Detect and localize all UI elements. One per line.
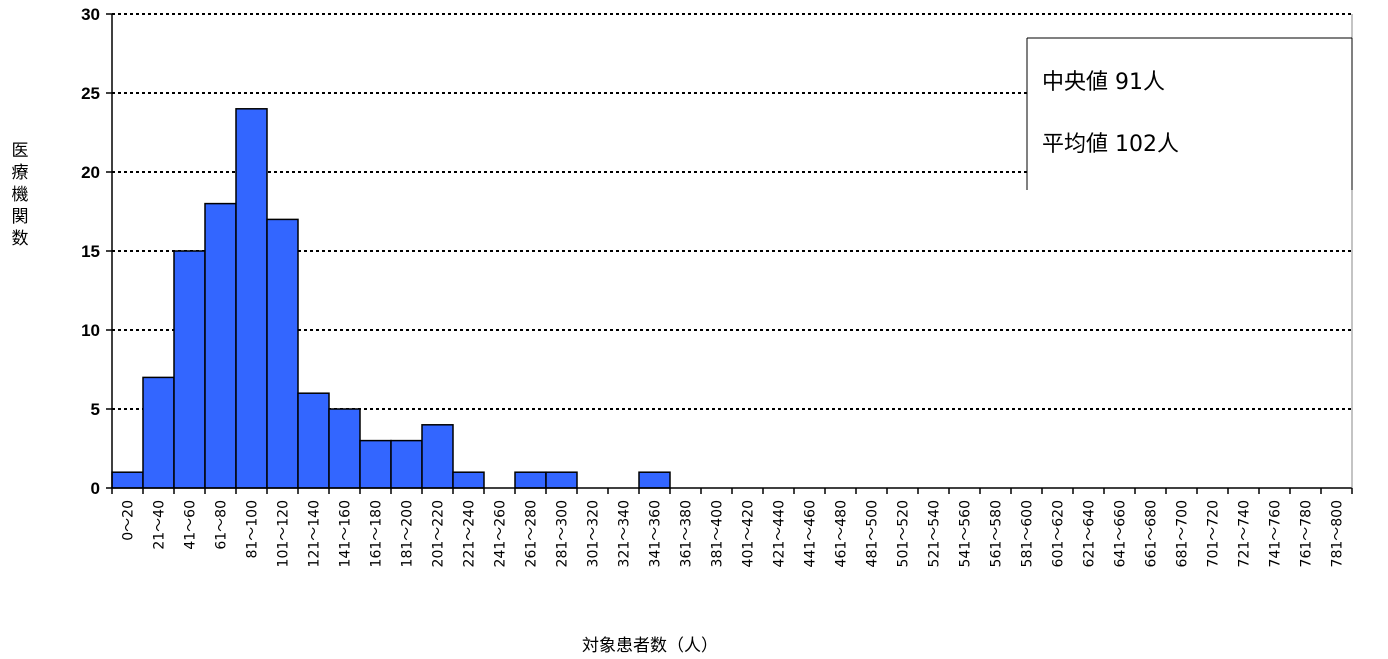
gridlines	[112, 13, 1352, 410]
x-tick-label: 621～640	[1082, 500, 1098, 567]
x-axis-label: 対象患者数（人）	[582, 636, 718, 656]
bar	[421, 424, 454, 489]
x-tick-label: 361～380	[679, 500, 695, 567]
x-tick-label: 401～420	[741, 500, 757, 567]
y-axis-label: 医療機関数	[12, 141, 29, 249]
x-tick-label: 201～220	[431, 500, 447, 567]
x-tick-label: 501～520	[896, 500, 912, 567]
x-tick-label: 381～400	[710, 500, 726, 567]
bar	[514, 471, 547, 489]
stats-box: 中央値 91人 平均値 102人	[1026, 37, 1353, 190]
y-tick-label: 10	[81, 321, 100, 340]
x-tick-label: 41～60	[183, 500, 199, 550]
x-tick-label: 601～620	[1051, 500, 1067, 567]
x-tick-label: 321～340	[617, 500, 633, 567]
bar	[204, 202, 237, 489]
bar	[235, 108, 268, 489]
mean-label: 平均値 102人	[1042, 132, 1179, 157]
bar	[142, 376, 175, 489]
x-tick-label: 741～760	[1268, 500, 1284, 567]
x-tick-label: 421～440	[772, 500, 788, 567]
y-tick-label: 5	[91, 400, 100, 419]
bar	[328, 408, 361, 489]
y-tick-label: 30	[81, 5, 100, 24]
bar	[111, 471, 144, 489]
x-tick-label: 281～300	[555, 500, 571, 567]
y-axis-title: 医療機関数	[12, 141, 29, 249]
y-tick-label: 0	[91, 479, 100, 498]
x-tick-label: 121～140	[307, 500, 323, 567]
x-tick-label: 341～360	[648, 500, 664, 567]
x-tick-label: 101～120	[276, 500, 292, 567]
x-tick-label: 521～540	[927, 500, 943, 567]
bar	[359, 439, 392, 489]
x-tick-label: 681～700	[1175, 500, 1191, 567]
x-tick-label: 641～660	[1113, 500, 1129, 567]
x-tick-label: 221～240	[462, 500, 478, 567]
x-tick-label: 21～40	[152, 500, 168, 550]
x-tick-label: 761～780	[1299, 500, 1315, 567]
x-tick-labels: 0～20 21～40 41～60 61～80 81～100 101～120 121～140 1…	[121, 500, 1346, 567]
x-tick-label: 441～460	[803, 500, 819, 567]
bar	[638, 471, 671, 489]
x-tick-label: 161～180	[369, 500, 385, 567]
x-tick-label: 721～740	[1237, 500, 1253, 567]
bar	[173, 250, 206, 489]
x-tick-label: 181～200	[400, 500, 416, 567]
x-tick-label: 781～800	[1330, 500, 1346, 567]
bar	[297, 392, 330, 489]
x-tick-label: 581～600	[1020, 500, 1036, 567]
x-tick-label: 541～560	[958, 500, 974, 567]
x-tick-label: 661～680	[1144, 500, 1160, 567]
y-tick-labels: 0 5 10 15 20 25 30	[81, 5, 100, 498]
median-label: 中央値 91人	[1042, 70, 1165, 95]
x-tick-label: 701～720	[1206, 500, 1222, 567]
x-tick-label: 61～80	[214, 500, 230, 550]
bar	[452, 471, 485, 489]
y-tick-label: 25	[81, 84, 100, 103]
x-tick-label: 261～280	[524, 500, 540, 567]
x-tick-label: 561～580	[989, 500, 1005, 567]
x-tick-label: 301～320	[586, 500, 602, 567]
x-tick-label: 241～260	[493, 500, 509, 567]
bar	[545, 471, 578, 489]
x-tick-label: 0～20	[121, 500, 137, 541]
bar	[266, 218, 299, 489]
y-tick-label: 15	[81, 242, 100, 261]
x-tick-label: 461～480	[834, 500, 850, 567]
axes	[106, 13, 1353, 494]
x-tick-label: 141～160	[338, 500, 354, 567]
bars	[111, 108, 671, 489]
x-tick-label: 81～100	[245, 500, 261, 559]
x-tick-label: 481～500	[865, 500, 881, 567]
bar	[390, 439, 423, 489]
y-tick-label: 20	[81, 163, 100, 182]
